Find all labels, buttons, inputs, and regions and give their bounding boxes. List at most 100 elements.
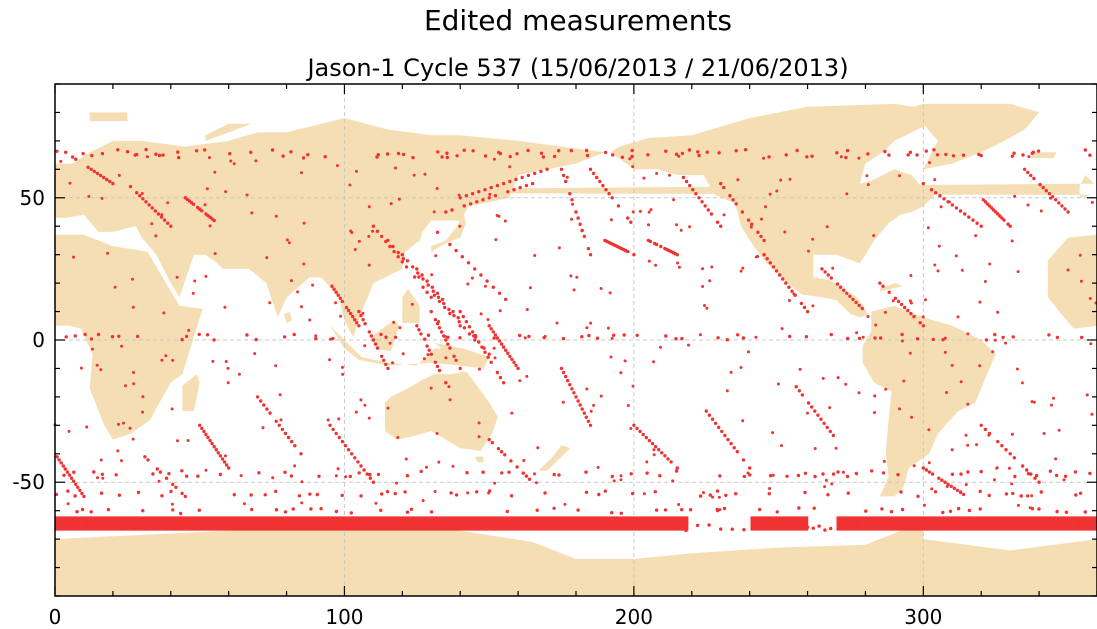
- data-point: [851, 297, 855, 302]
- data-point: [703, 304, 706, 307]
- data-point: [821, 376, 825, 380]
- data-point: [855, 472, 859, 476]
- data-point: [455, 154, 459, 158]
- data-point: [959, 472, 963, 476]
- data-point: [391, 244, 395, 249]
- data-point: [570, 217, 574, 221]
- data-point: [375, 229, 380, 233]
- data-point: [568, 192, 572, 196]
- data-point: [510, 411, 514, 415]
- band-segment: [870, 516, 874, 531]
- data-point: [155, 467, 159, 471]
- data-point: [684, 179, 689, 184]
- data-point: [857, 303, 861, 308]
- data-point: [921, 466, 925, 470]
- data-point: [184, 334, 189, 339]
- data-point: [846, 336, 850, 341]
- data-point: [448, 242, 452, 247]
- data-point: [652, 448, 656, 452]
- data-point: [578, 403, 582, 407]
- band-segment: [211, 516, 215, 531]
- data-point: [813, 474, 817, 479]
- band-segment: [206, 516, 210, 531]
- data-point: [161, 153, 165, 157]
- data-point: [710, 417, 715, 421]
- data-point: [694, 192, 698, 196]
- data-point: [1057, 201, 1061, 205]
- band-segment: [1029, 516, 1033, 531]
- data-point: [433, 318, 438, 322]
- data-point: [993, 478, 996, 482]
- data-point: [493, 194, 498, 198]
- data-point: [380, 354, 384, 358]
- data-point: [395, 481, 398, 485]
- data-point: [334, 509, 339, 514]
- band-segment: [932, 516, 936, 531]
- data-point: [1010, 239, 1014, 243]
- data-point: [359, 464, 363, 468]
- data-point: [1020, 464, 1025, 468]
- data-point: [715, 507, 719, 511]
- band-segment: [430, 516, 434, 531]
- data-point: [422, 357, 426, 361]
- data-point: [443, 334, 447, 338]
- data-point: [515, 465, 519, 469]
- data-point: [101, 476, 105, 480]
- data-point: [539, 151, 544, 155]
- data-point: [533, 254, 537, 257]
- data-point: [909, 311, 913, 316]
- band-segment: [409, 516, 413, 531]
- data-point: [698, 333, 702, 337]
- data-point: [96, 332, 101, 337]
- data-point: [396, 250, 400, 255]
- data-point: [394, 166, 397, 170]
- data-point: [848, 294, 852, 298]
- band-segment: [125, 516, 129, 531]
- data-point: [584, 470, 588, 474]
- land-new-zealand: [538, 445, 571, 471]
- band-segment: [841, 516, 845, 531]
- chart-title: Edited measurements: [424, 4, 732, 37]
- data-point: [654, 508, 659, 512]
- data-point: [802, 305, 807, 310]
- data-point: [572, 391, 576, 395]
- data-point: [697, 196, 701, 200]
- data-point: [652, 453, 656, 457]
- band-segment: [435, 516, 439, 531]
- data-point: [439, 330, 444, 334]
- band-segment: [951, 516, 955, 531]
- data-point: [680, 508, 684, 512]
- band-segment: [758, 516, 762, 531]
- data-point: [224, 463, 229, 467]
- data-point: [768, 192, 772, 196]
- data-point: [489, 185, 493, 190]
- data-point: [747, 350, 750, 354]
- data-point: [1034, 473, 1039, 478]
- data-point: [349, 229, 353, 233]
- band-segment: [161, 516, 165, 531]
- data-point: [926, 226, 930, 230]
- data-point: [572, 288, 576, 292]
- data-point: [717, 495, 721, 499]
- data-point: [819, 417, 823, 421]
- data-point: [552, 472, 556, 477]
- band-segment: [599, 516, 603, 531]
- data-point: [299, 452, 303, 456]
- data-point: [371, 229, 374, 233]
- data-point: [446, 335, 450, 339]
- data-point: [754, 255, 758, 259]
- data-point: [817, 524, 821, 528]
- band-segment: [203, 516, 207, 531]
- data-point: [302, 221, 306, 225]
- band-segment: [159, 516, 163, 531]
- band-segment: [456, 516, 460, 531]
- data-point: [724, 493, 728, 497]
- data-point: [729, 370, 733, 374]
- data-point: [78, 488, 82, 492]
- data-point: [784, 281, 788, 285]
- data-point: [357, 324, 361, 328]
- band-segment: [388, 516, 392, 531]
- data-point: [604, 188, 608, 192]
- data-point: [516, 366, 520, 371]
